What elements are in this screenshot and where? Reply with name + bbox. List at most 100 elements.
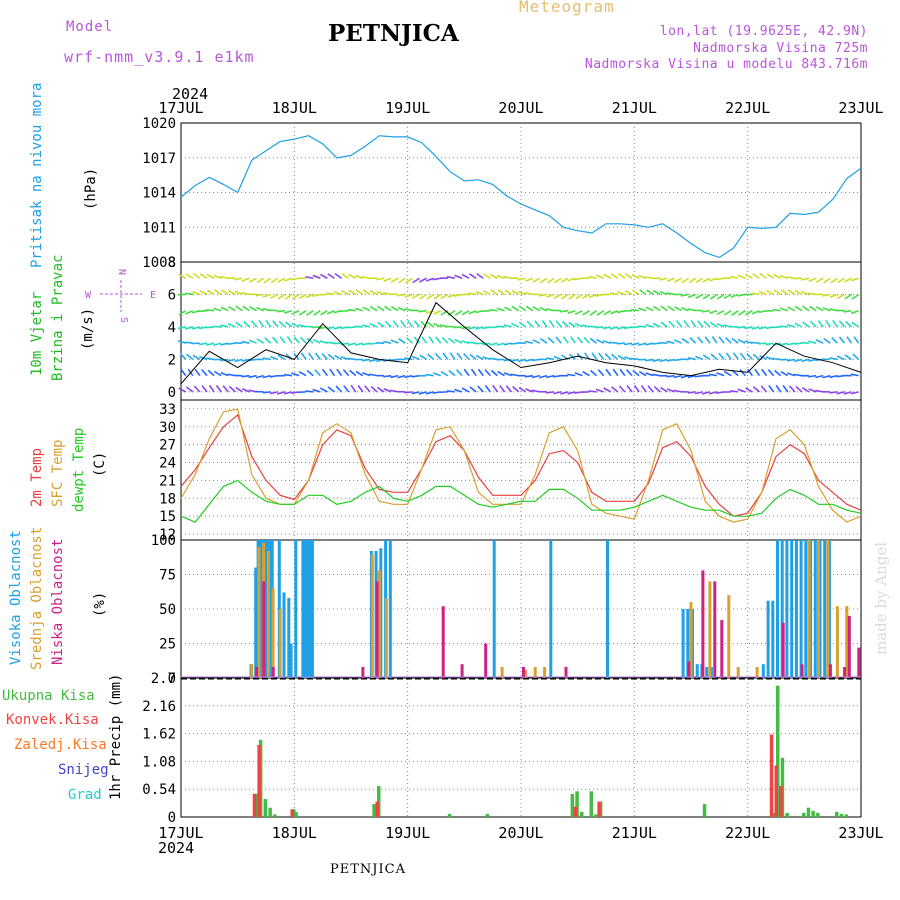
wind-arrow [234, 358, 243, 363]
wind-arrow [383, 277, 392, 282]
cloud-bar [492, 540, 496, 678]
temp-series-line [180, 479, 862, 523]
pressure-label: Pritisak na nivou mora [29, 82, 45, 268]
wind-arrow [312, 274, 321, 279]
wind-arrow [228, 385, 236, 393]
wind-arrow [489, 326, 498, 329]
wind-arrow [441, 336, 449, 344]
cloud-bar [781, 622, 785, 678]
wind-arrow [449, 352, 456, 360]
wind-arrow [645, 342, 654, 346]
precip-bar [816, 812, 820, 817]
wind-arrow [539, 306, 548, 312]
wind-arrow [398, 338, 406, 344]
temp-series-line [180, 413, 862, 517]
wind-arrow [704, 336, 711, 344]
precip-bar [839, 813, 844, 817]
wind-arrow [262, 293, 271, 298]
wind-arrow [553, 355, 562, 361]
wind-arrow [407, 319, 414, 328]
wind-arrow [837, 293, 845, 299]
cloud-y-tick: 0 [168, 671, 176, 687]
cloud-bar [282, 592, 286, 678]
wind-arrow [484, 369, 491, 377]
wind-arrow [708, 373, 718, 377]
wind-arrow [276, 391, 286, 395]
cloud-bar [384, 598, 388, 678]
wind-arrow [411, 355, 420, 361]
cloud-bar [256, 540, 260, 678]
wind-arrow [746, 368, 754, 377]
wind-arrow [666, 374, 675, 378]
wind-arrow [588, 293, 597, 299]
precip-bar [290, 809, 294, 817]
precip-bar [252, 793, 257, 817]
wind-arrow [355, 289, 364, 296]
cloud-bar [761, 664, 765, 678]
wind-arrow [413, 320, 421, 328]
cloud-bar [843, 667, 847, 678]
wind-arrow [505, 385, 513, 393]
cloud-y-tick: 100 [151, 533, 176, 549]
wind-arrow [412, 277, 420, 284]
wind-arrow [456, 369, 463, 377]
wind-arrow [277, 293, 286, 300]
wind-arrow [284, 309, 293, 314]
wind-arrow [291, 309, 300, 315]
time-tick-top: 20JUL [498, 99, 543, 117]
wind-arrow [773, 273, 782, 279]
wind-arrow [329, 368, 336, 377]
wind-arrow [532, 339, 541, 344]
wind-arrow [369, 289, 378, 296]
wind-arrow [241, 358, 250, 363]
cloud-bar [258, 540, 262, 678]
wind-arrow [270, 293, 279, 299]
wind-arrow [745, 387, 753, 393]
wind-arrow [477, 368, 484, 377]
wind-arrow [809, 305, 817, 312]
cloud-bar [813, 540, 817, 678]
wind-arrow [602, 326, 611, 330]
wind-arrow [220, 275, 229, 280]
wind-arrow [357, 384, 364, 393]
wind-arrow [319, 273, 328, 279]
wind-arrow [510, 342, 519, 345]
time-tick-bottom: 21JUL [612, 824, 657, 842]
cloud-bar [268, 540, 272, 678]
wind-arrow [321, 368, 329, 377]
pressure-y-tick: 1020 [142, 116, 176, 132]
wind-arrow [737, 274, 746, 279]
wind-arrow [192, 291, 201, 296]
wind-arrow [673, 339, 682, 344]
wind-arrow [716, 322, 725, 328]
wind-arrow [511, 322, 519, 328]
wind-arrow [234, 290, 243, 296]
wind-arrow [390, 389, 399, 393]
wind-arrow [340, 356, 349, 361]
wind-arrow [695, 293, 704, 299]
wind-arrow [256, 338, 265, 344]
wind-arrow [603, 387, 612, 393]
time-tick-bottom: 23JUL [838, 824, 883, 842]
wind-arrow [518, 321, 527, 328]
wind-arrow [454, 338, 463, 344]
wind-arrow [809, 320, 817, 328]
wind-arrow [667, 305, 675, 312]
wind-arrow [326, 309, 335, 315]
wind-arrow [539, 374, 548, 379]
wind-arrow [838, 336, 846, 344]
wind-arrow [632, 369, 640, 377]
wind-arrow [361, 275, 371, 280]
wind-arrow [235, 321, 243, 328]
wind-arrow [562, 336, 569, 344]
wind-arrow [327, 386, 335, 393]
cloud-bar [790, 540, 794, 678]
wind-arrow [546, 293, 555, 298]
wind-arrow [434, 352, 442, 360]
wind-arrow [334, 354, 342, 361]
wind-arrow [598, 352, 605, 360]
wind-arrow [285, 353, 293, 361]
cloud-bar [727, 595, 731, 678]
wind-arrow [638, 274, 647, 279]
wind-arrow [815, 389, 824, 393]
